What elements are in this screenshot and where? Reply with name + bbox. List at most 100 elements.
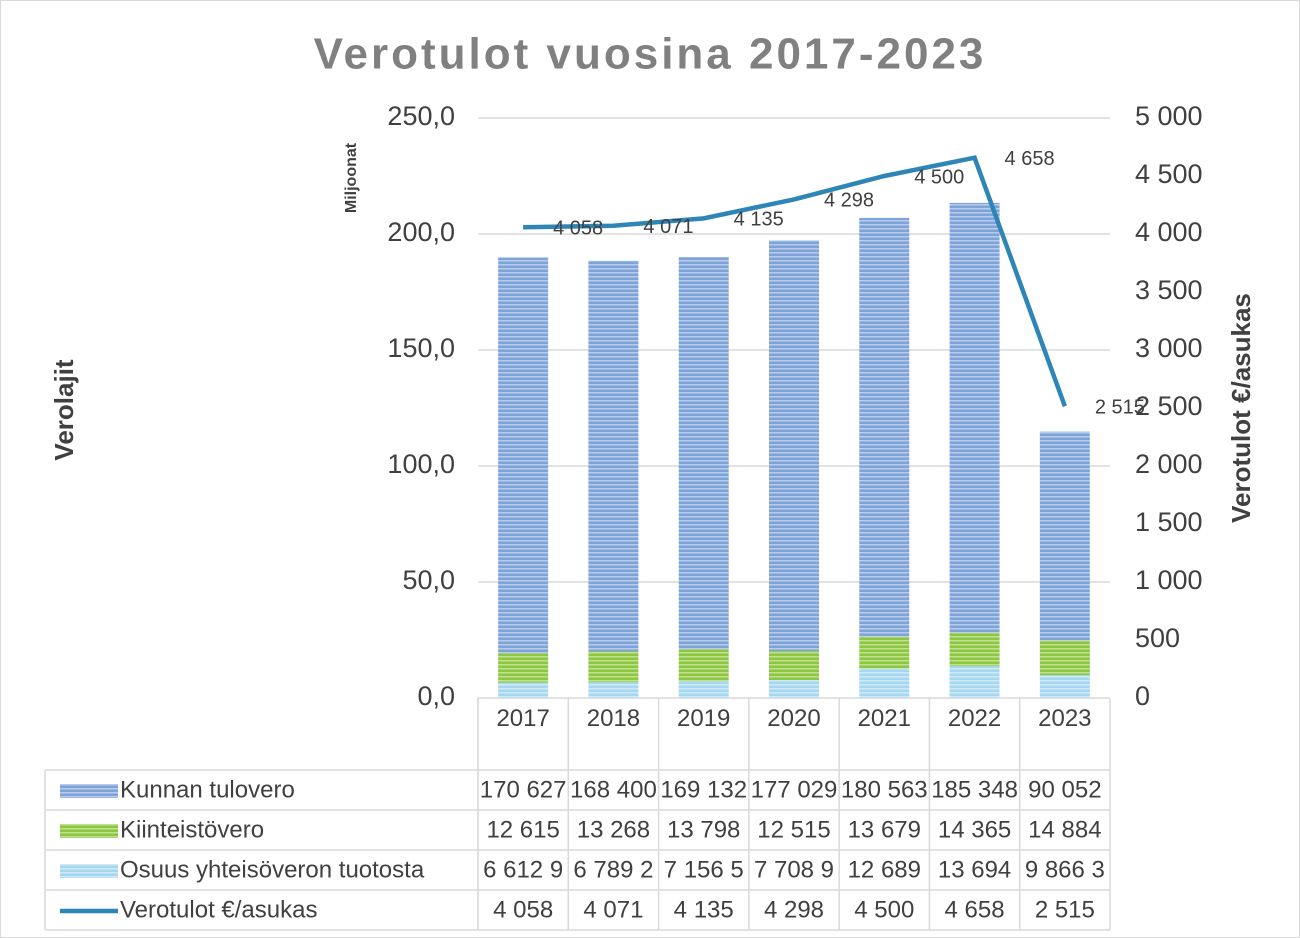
bar bbox=[859, 668, 910, 698]
legend-label: Verotulot €/asukas bbox=[120, 896, 317, 923]
table-cell: 170 627 bbox=[480, 776, 567, 803]
bar bbox=[498, 257, 549, 654]
legend-label: Kunnan tulovero bbox=[120, 776, 295, 803]
bar bbox=[949, 632, 1000, 667]
data-label: 4 298 bbox=[824, 190, 874, 212]
y-tick-label: 200,0 bbox=[387, 217, 455, 247]
x-tick-label-box: 2023 bbox=[1038, 705, 1092, 732]
bar bbox=[678, 256, 729, 650]
x-tick-label: 2018 bbox=[586, 705, 641, 732]
y2-tick-label: 5 000 bbox=[1135, 101, 1203, 131]
table-cell: 4 500 bbox=[854, 896, 914, 923]
x-tick-label-box: 2022 bbox=[947, 705, 1002, 732]
y-tick-label: 0,0 bbox=[417, 681, 455, 711]
bar bbox=[588, 260, 639, 652]
data-label: 4 500 bbox=[914, 166, 964, 188]
bar bbox=[498, 653, 549, 683]
table-cell: 14 884 bbox=[1028, 816, 1101, 843]
table-cell: 6 789 2 bbox=[573, 856, 653, 883]
x-tick-label-box: 2019 bbox=[677, 705, 731, 732]
table-cell: 180 563 bbox=[841, 776, 928, 803]
table-cell: 4 071 bbox=[583, 896, 643, 923]
table-cell: 6 612 9 bbox=[483, 856, 563, 883]
table-cell: 2 515 bbox=[1035, 896, 1095, 923]
bar bbox=[1039, 431, 1090, 641]
x-tick-label: 2019 bbox=[677, 705, 731, 732]
y-axis-label: Verolajit bbox=[49, 359, 79, 460]
y2-tick-label: 3 000 bbox=[1135, 333, 1203, 363]
bar bbox=[949, 666, 1000, 698]
line bbox=[523, 155, 1067, 408]
y2-tick-label: 4 500 bbox=[1135, 159, 1203, 189]
y2-tick-label: 3 500 bbox=[1135, 275, 1203, 305]
bar bbox=[588, 682, 639, 698]
legend-swatch bbox=[60, 864, 118, 878]
bar bbox=[859, 636, 910, 669]
x-tick-label-box: 2018 bbox=[586, 705, 641, 732]
bar bbox=[859, 217, 910, 637]
y2-tick-label: 500 bbox=[1135, 623, 1180, 653]
table-cell: 12 515 bbox=[757, 816, 830, 843]
table-cell: 185 348 bbox=[931, 776, 1018, 803]
x-tick-label: 2022 bbox=[947, 705, 1002, 732]
x-tick-label: 2023 bbox=[1038, 705, 1092, 732]
table-cell: 169 132 bbox=[660, 776, 747, 803]
y2-tick-label: 2 000 bbox=[1135, 449, 1203, 479]
table-cell: 12 615 bbox=[486, 816, 559, 843]
y2-axis-label: Verotulot €/asukas bbox=[1226, 293, 1256, 523]
x-tick-label: 2020 bbox=[767, 705, 821, 732]
table-cell: 177 029 bbox=[751, 776, 838, 803]
x-tick-label: 2017 bbox=[496, 705, 550, 732]
data-label: 2 515 bbox=[1095, 397, 1145, 419]
table-cell: 13 798 bbox=[667, 816, 740, 843]
table-cell: 9 866 3 bbox=[1025, 856, 1105, 883]
y2-tick-label: 0 bbox=[1135, 681, 1150, 711]
bar bbox=[949, 202, 1000, 633]
table-cell: 14 365 bbox=[938, 816, 1011, 843]
table-cell: 12 689 bbox=[848, 856, 921, 883]
table-cell: 4 658 bbox=[945, 896, 1005, 923]
table-cell: 13 679 bbox=[848, 816, 921, 843]
legend-label: Osuus yhteisöveron tuotosta bbox=[120, 856, 425, 883]
y-tick-label: 250,0 bbox=[387, 101, 455, 131]
bar bbox=[769, 651, 819, 681]
legend-swatch bbox=[60, 784, 118, 798]
chart-title: Verotulot vuosina 2017-2023 bbox=[314, 30, 987, 79]
data-label: 4 058 bbox=[553, 218, 603, 240]
legend-swatch bbox=[60, 824, 118, 838]
y-tick-label: 100,0 bbox=[387, 449, 455, 479]
table-cell: 168 400 bbox=[570, 776, 657, 803]
bar bbox=[769, 240, 819, 652]
table-cell: 7 156 5 bbox=[664, 856, 744, 883]
bar bbox=[678, 681, 729, 698]
table-cell: 90 052 bbox=[1028, 776, 1101, 803]
y2-tick-label: 2 500 bbox=[1135, 391, 1203, 421]
table-cell: 13 268 bbox=[577, 816, 650, 843]
y2-tick-label: 4 000 bbox=[1135, 217, 1203, 247]
y-tick-label: 150,0 bbox=[387, 333, 455, 363]
data-label: 4 071 bbox=[643, 216, 693, 238]
x-tick-label-box: 2021 bbox=[857, 705, 911, 732]
bar bbox=[1039, 675, 1090, 698]
y2-tick-label: 1 500 bbox=[1135, 507, 1203, 537]
x-tick-label: 2021 bbox=[857, 705, 911, 732]
data-label: 4 135 bbox=[734, 209, 784, 231]
bar bbox=[498, 682, 549, 698]
table-cell: 4 058 bbox=[493, 896, 553, 923]
table-cell: 4 298 bbox=[764, 896, 824, 923]
y2-tick-label: 1 000 bbox=[1135, 565, 1203, 595]
data-label: 4 658 bbox=[1005, 148, 1055, 170]
legend-label: Kiinteistövero bbox=[120, 816, 264, 843]
bar bbox=[678, 649, 729, 682]
y-unit-label: Miljoonat bbox=[343, 142, 360, 213]
bar bbox=[769, 680, 819, 698]
y-tick-label: 50,0 bbox=[402, 565, 455, 595]
x-tick-label-box: 2020 bbox=[767, 705, 821, 732]
bar bbox=[1039, 640, 1090, 676]
table-cell: 4 135 bbox=[674, 896, 734, 923]
x-tick-label-box: 2017 bbox=[496, 705, 550, 732]
bar bbox=[588, 651, 639, 683]
table-cell: 13 694 bbox=[938, 856, 1011, 883]
table-cell: 7 708 9 bbox=[754, 856, 834, 883]
